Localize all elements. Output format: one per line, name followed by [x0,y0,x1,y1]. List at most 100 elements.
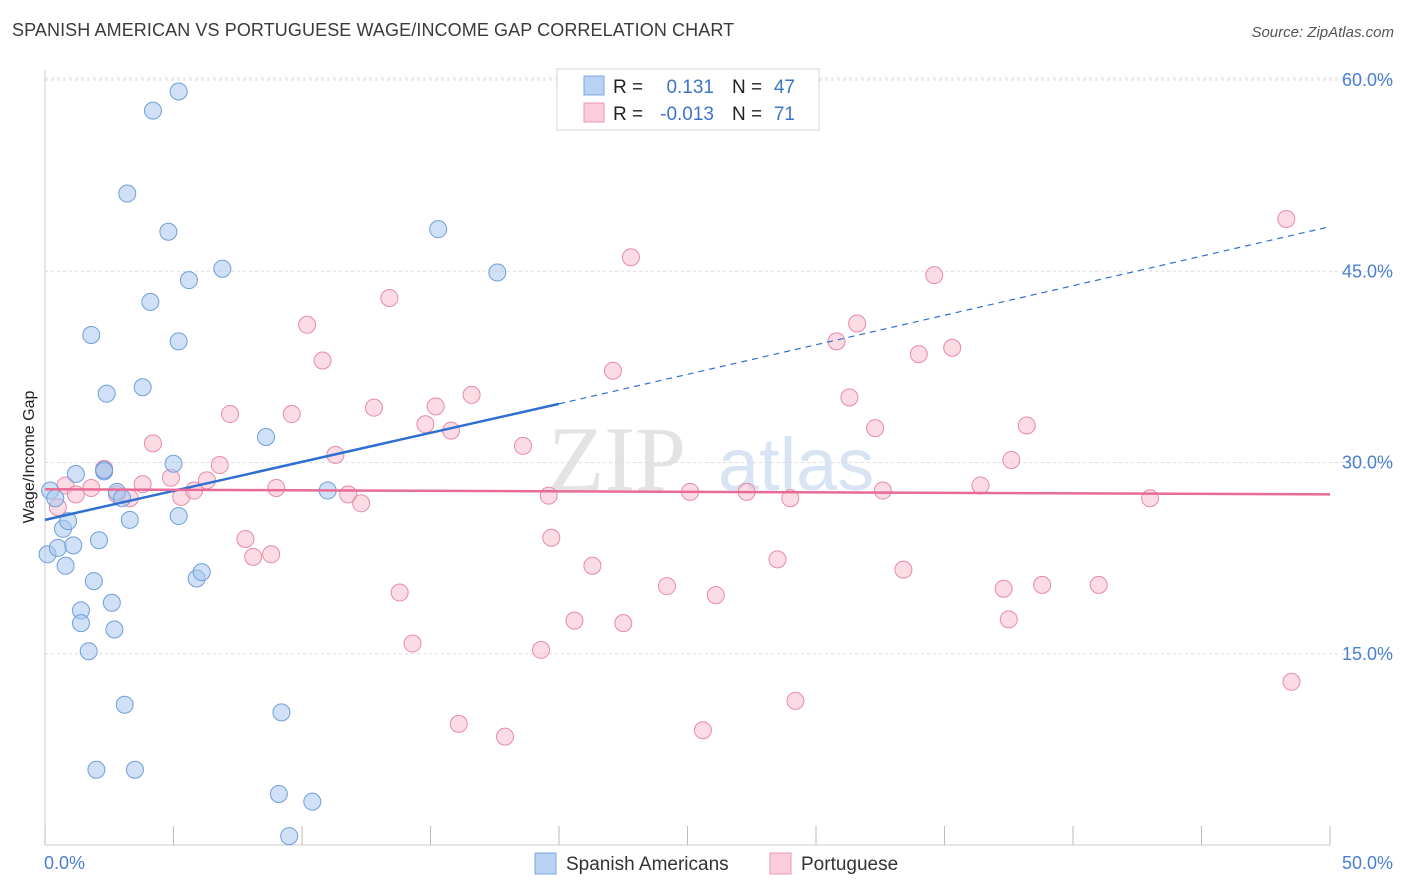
portuguese-point [1277,209,1296,228]
spanish-american-point [164,454,183,473]
portuguese-point [539,486,558,505]
portuguese-point [364,398,383,417]
spanish-american-point [143,101,162,120]
portuguese-point [426,397,445,416]
portuguese-point [706,586,725,605]
portuguese-point [621,248,640,267]
spanish-american-point [169,82,188,101]
portuguese-point [999,610,1018,629]
source-label: Source: ZipAtlas.com [1251,24,1394,41]
portuguese-point [614,614,633,633]
spanish-american-point [87,760,106,779]
spanish-american-point [169,332,188,351]
legend-swatch-pink [583,102,605,123]
spanish-american-point [95,461,114,480]
legend-n-value-pink: 71 [774,104,795,125]
spanish-american-points [38,82,507,846]
spanish-american-point [169,507,188,526]
spanish-american-point [118,184,137,203]
spanish-american-point [79,642,98,661]
spanish-american-trend-extension [558,226,1331,405]
bottom-legend-label-portuguese: Portuguese [801,854,898,875]
watermark-zip: ZIP [548,408,686,510]
portuguese-point [909,345,928,364]
portuguese-point [262,545,281,564]
y-tick-label: 60.0% [1342,70,1393,90]
portuguese-point [352,494,371,513]
portuguese-point [462,385,481,404]
portuguese-point [768,550,787,569]
y-tick-label: 15.0% [1342,644,1393,664]
spanish-american-point [46,489,65,508]
portuguese-point [380,289,399,308]
bottom-legend-swatch-blue [534,852,557,875]
portuguese-point [1033,575,1052,594]
x-tick-label-min: 0.0% [44,853,85,873]
portuguese-point [1002,450,1021,469]
spanish-american-point [48,538,67,557]
x-axis-ticks [44,826,1331,845]
spanish-american-point [159,222,178,241]
portuguese-point [210,456,229,475]
spanish-american-point [115,695,134,714]
portuguese-point [994,579,1013,598]
spanish-american-point [89,531,108,550]
spanish-american-point [488,263,507,282]
correlation-legend: R = 0.131 N = 47 R = -0.013 N = 71 [556,68,820,131]
y-axis-tick-labels: 15.0% 30.0% 45.0% 60.0% [1342,70,1393,664]
legend-r-label-pink: R = [613,104,643,125]
portuguese-point [657,577,676,596]
spanish-american-point [141,292,160,311]
spanish-american-point [59,512,78,531]
portuguese-point [197,471,216,490]
spanish-american-point [179,271,198,290]
gridlines [45,77,1393,655]
spanish-american-trend-line [44,402,560,522]
portuguese-point [925,266,944,285]
portuguese-point [403,634,422,653]
axes [44,70,1330,846]
portuguese-point [943,338,962,357]
series-legend: Spanish Americans Portuguese [534,852,898,875]
legend-r-label-blue: R = [613,77,643,98]
portuguese-point [693,721,712,740]
portuguese-point [244,547,263,566]
portuguese-point [894,560,913,579]
legend-n-label-blue: N = [732,77,762,98]
portuguese-point [221,405,240,424]
portuguese-point [532,640,551,659]
portuguese-point [866,419,885,438]
bottom-legend-label-spanish-americans: Spanish Americans [566,854,729,875]
portuguese-point [827,332,846,351]
spanish-american-point [133,378,152,397]
spanish-american-point [56,556,75,575]
portuguese-point [143,434,162,453]
portuguese-point [848,314,867,333]
watermark: ZIP atlas [548,408,874,510]
portuguese-point [565,611,584,630]
spanish-american-point [125,760,144,779]
legend-r-value-pink: -0.013 [660,104,714,125]
portuguese-point [390,583,409,602]
portuguese-point [416,415,435,434]
portuguese-point [971,476,990,495]
spanish-american-point [429,220,448,239]
portuguese-point [781,489,800,508]
spanish-american-point [105,620,124,639]
portuguese-point [1141,489,1160,508]
spanish-american-point [213,259,232,278]
legend-r-value-blue: 0.131 [666,77,714,98]
portuguese-point [542,528,561,547]
chart-title: SPANISH AMERICAN VS PORTUGUESE WAGE/INCO… [12,20,735,40]
portuguese-point [873,481,892,500]
spanish-american-point [102,593,121,612]
trend-lines [44,226,1331,522]
portuguese-point [267,479,286,497]
y-tick-label: 30.0% [1342,453,1393,473]
spanish-american-point [97,384,116,403]
legend-n-value-blue: 47 [774,77,795,98]
spanish-american-point [303,792,322,811]
portuguese-point [449,714,468,733]
portuguese-point [1282,672,1301,691]
